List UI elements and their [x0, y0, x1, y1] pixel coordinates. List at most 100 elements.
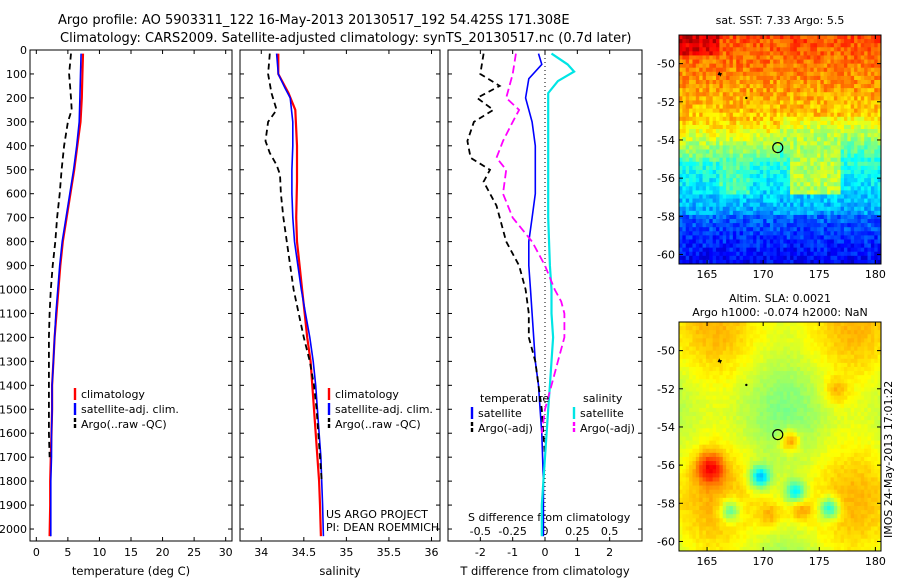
heatmap-cell [837, 120, 841, 126]
heatmap-cell [719, 108, 724, 114]
heatmap-cell [729, 251, 734, 257]
heatmap-cell [699, 96, 703, 101]
heatmap-cell [749, 153, 754, 159]
heatmap-cell [820, 198, 825, 204]
heatmap-cell [843, 322, 848, 327]
heatmap-cell [860, 210, 865, 216]
heatmap-cell [837, 231, 841, 236]
heatmap-cell [830, 251, 835, 257]
heatmap-cell [867, 178, 872, 183]
heatmap-cell [850, 362, 855, 368]
heatmap-cell [763, 231, 767, 236]
heatmap-cell [682, 354, 687, 360]
heatmap-cell [823, 120, 828, 126]
heatmap-cell [850, 399, 855, 405]
heatmap-cell [682, 39, 687, 44]
heatmap-cell [716, 182, 720, 187]
heatmap-cell [803, 75, 808, 81]
heatmap-cell [692, 104, 697, 110]
heatmap-cell [679, 84, 683, 89]
heatmap-cell [685, 326, 690, 331]
heatmap-cell [685, 362, 690, 368]
heatmap-cell [860, 108, 865, 114]
heatmap-cell [699, 342, 703, 347]
heatmap-cell [837, 326, 841, 331]
heatmap-cell [823, 67, 828, 73]
heatmap-cell [679, 88, 683, 93]
heatmap-cell [709, 403, 714, 409]
heatmap-cell [827, 108, 831, 114]
heatmap-cell [854, 71, 858, 77]
heatmap-cell [726, 63, 730, 69]
heatmap-cell [695, 186, 700, 191]
heatmap-cell [773, 55, 778, 60]
heatmap-cell [817, 407, 821, 413]
heatmap-cell [749, 354, 754, 360]
heatmap-cell [773, 346, 778, 352]
heatmap-cell [695, 145, 700, 150]
heatmap-cell [719, 129, 724, 134]
heatmap-cell [756, 51, 761, 56]
heatmap-cell [817, 141, 821, 146]
heatmap-cell [840, 206, 845, 212]
heatmap-cell [874, 153, 879, 159]
heatmap-cell [716, 379, 720, 384]
heatmap-cell [833, 235, 838, 240]
heatmap-cell [874, 161, 879, 167]
heatmap-cell [867, 35, 872, 40]
heatmap-cell [860, 362, 865, 368]
heatmap-cell [840, 43, 845, 48]
heatmap-cell [870, 79, 875, 85]
heatmap-cell [817, 247, 821, 253]
heatmap-cell [722, 149, 727, 154]
heatmap-cell [786, 338, 791, 343]
heatmap-cell [722, 71, 727, 77]
heatmap-cell [695, 174, 700, 179]
heatmap-cell [803, 47, 808, 52]
heatmap-cell [864, 63, 868, 69]
heatmap-cell [800, 206, 804, 212]
heatmap-cell [820, 124, 825, 130]
heatmap-cell [806, 116, 811, 122]
heatmap-cell [830, 243, 835, 249]
heatmap-cell [749, 104, 754, 110]
heatmap-cell [783, 169, 788, 175]
heatmap-cell [783, 149, 788, 154]
heatmap-cell [773, 75, 778, 81]
heatmap-cell [722, 202, 727, 208]
heatmap-cell [840, 334, 845, 339]
heatmap-cell [712, 334, 717, 339]
heatmap-cell [837, 104, 841, 110]
heatmap-cell [702, 251, 707, 257]
heatmap-cell [837, 375, 841, 380]
heatmap-cell [817, 63, 821, 69]
heatmap-cell [736, 35, 740, 40]
heatmap-cell [857, 206, 862, 212]
heatmap-cell [860, 92, 865, 97]
heatmap-cell [833, 92, 838, 97]
heatmap-cell [810, 96, 815, 101]
heatmap-cell [695, 375, 700, 380]
heatmap-cell [780, 330, 784, 335]
heatmap-cell [742, 165, 747, 171]
heatmap-cell [746, 247, 751, 253]
heatmap-cell [833, 383, 838, 388]
heatmap-cell [803, 186, 808, 191]
heatmap-cell [702, 55, 707, 60]
heatmap-cell [689, 63, 693, 69]
heatmap-cell [790, 239, 794, 244]
heatmap-cell [692, 71, 697, 77]
heatmap-cell [726, 326, 730, 331]
heatmap-cell [796, 235, 801, 240]
heatmap-cell [699, 112, 703, 118]
heatmap-cell [867, 231, 872, 236]
heatmap-cell [749, 88, 754, 93]
heatmap-cell [732, 210, 737, 216]
heatmap-cell [877, 330, 882, 335]
heatmap-cell [739, 383, 744, 388]
heatmap-cell [749, 59, 754, 65]
heatmap-cell [843, 334, 848, 339]
heatmap-cell [699, 346, 703, 352]
heatmap-cell [864, 326, 868, 331]
heatmap-cell [877, 350, 882, 356]
